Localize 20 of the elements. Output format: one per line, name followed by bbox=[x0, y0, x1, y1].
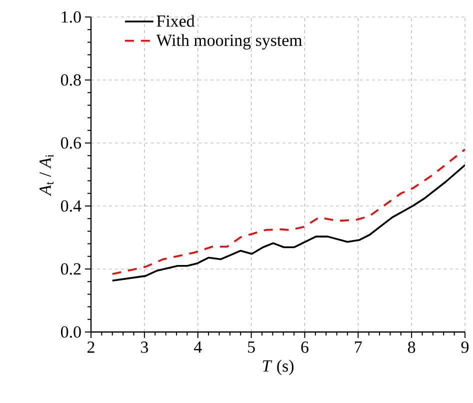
y-tick-label: 0.4 bbox=[60, 200, 82, 212]
y-axis-title: A$_{t}$ / A$_{i}$ bbox=[40, 154, 54, 196]
y-tick-label: 0.2 bbox=[60, 263, 81, 275]
line-series bbox=[111, 148, 466, 275]
x-tick-label: 8 bbox=[408, 341, 416, 353]
x-tick-label: 2 bbox=[88, 341, 94, 353]
x-tick-label: 5 bbox=[248, 341, 255, 353]
y-tick-label: 0.6 bbox=[60, 137, 81, 149]
x-tick-label: 3 bbox=[141, 341, 148, 353]
y-tick-label: 1.0 bbox=[62, 11, 81, 23]
x-tick-label: 7 bbox=[355, 341, 362, 353]
x-axis-title: T (s) bbox=[262, 360, 294, 376]
line-series bbox=[111, 164, 466, 282]
x-tick-label: 9 bbox=[461, 341, 469, 353]
x-tick-label: 6 bbox=[301, 341, 308, 353]
y-tick-label: 0.8 bbox=[60, 74, 81, 86]
legend-label: With mooring system bbox=[156, 34, 302, 50]
y-tick-label: 0.0 bbox=[60, 326, 81, 338]
x-tick-label: 4 bbox=[194, 342, 202, 353]
legend-label: Fixed bbox=[156, 14, 195, 27]
